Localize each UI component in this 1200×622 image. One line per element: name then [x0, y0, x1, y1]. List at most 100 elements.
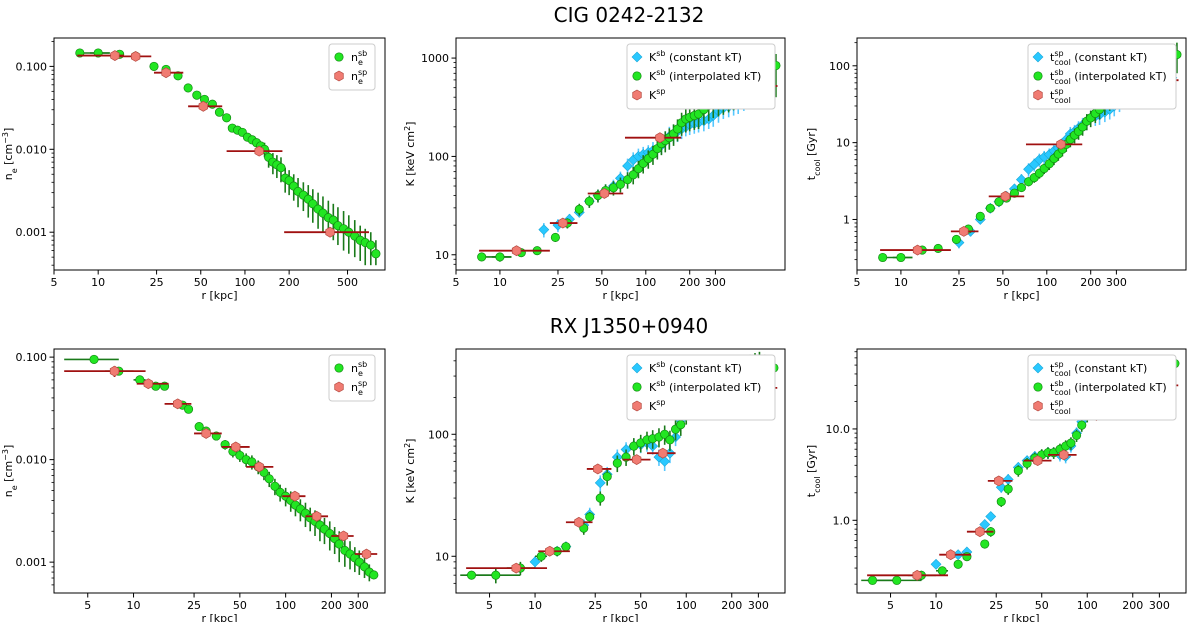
data-point-sb	[184, 404, 194, 414]
data-point-sb	[896, 252, 906, 263]
legend-label-sb: Ksb (interpolated kT)	[649, 379, 761, 394]
x-tick-label: 5	[51, 276, 58, 289]
legend-marker-sp	[1033, 400, 1043, 412]
series-sp-p1	[77, 50, 369, 238]
data-point-sp	[655, 132, 665, 144]
x-tick-label: 200	[721, 599, 742, 612]
axes-frame-p6	[856, 348, 1187, 594]
data-point-const	[529, 556, 541, 568]
data-point-const	[985, 511, 997, 522]
data-point-sb	[665, 435, 675, 445]
x-tick-label: 10	[493, 276, 507, 289]
legend-label-sp: tsp cool	[1050, 398, 1071, 416]
x-tick-label: 25	[551, 276, 565, 289]
x-tick-label: 100	[635, 276, 656, 289]
axes-frame-p4	[53, 348, 386, 594]
legend-marker-const	[631, 362, 643, 374]
legend-label-sb: nsb e	[351, 360, 367, 378]
legend-label-const: Ksb (constant kT)	[649, 49, 742, 64]
x-axis-label: r [kpc]	[1003, 612, 1039, 622]
data-point-sb	[222, 113, 232, 123]
legend-label-sp: Ksp	[649, 87, 665, 102]
data-point-sb	[937, 566, 947, 576]
y-tick-label: 0.100	[16, 351, 48, 364]
data-point-sb	[334, 539, 344, 549]
plot-area-p4	[64, 354, 379, 582]
data-point-sb	[574, 204, 584, 214]
legend-marker-const	[631, 51, 643, 63]
axes-frame-p1	[53, 37, 386, 271]
data-point-sp	[959, 225, 969, 237]
legend-label-sb: nsb e	[351, 49, 367, 67]
y-tick-label: 0.010	[16, 143, 48, 156]
panel-p1: 0.001 0.010 0.100 5 10 25 50 100 200 500 r [kpc] ne…	[1, 37, 386, 302]
data-point-sb	[270, 481, 280, 491]
x-tick-label: 300	[705, 276, 726, 289]
x-tick-label: 200	[279, 276, 300, 289]
panels: 0.001 0.010 0.100 5 10 25 50 100 200 500 r [kpc] ne…	[1, 37, 1187, 622]
data-point-sb	[595, 493, 605, 503]
legend-label-sp: tsp cool	[1050, 87, 1071, 105]
data-point-sb	[672, 124, 683, 134]
data-point-const	[1023, 163, 1034, 175]
legend-marker-sb	[334, 363, 344, 373]
data-point-sp	[599, 188, 610, 199]
y-tick-label: 1	[843, 213, 850, 226]
data-point-sb	[660, 429, 670, 439]
data-point-sb	[477, 252, 487, 262]
data-point-sp	[511, 245, 522, 257]
data-point-sp	[143, 378, 153, 390]
y-tick-label: 10	[836, 137, 850, 150]
data-point-sb	[933, 243, 943, 253]
y-axis-label: ne [cm−3]	[1, 128, 19, 181]
data-point-sb	[615, 179, 625, 189]
data-point-sp	[593, 463, 603, 475]
legend-marker-sb	[1033, 71, 1043, 81]
y-tick-label: 10	[435, 249, 449, 262]
data-point-sb	[1016, 183, 1026, 193]
legend-marker-sb	[632, 71, 642, 81]
x-tick-label: 200	[321, 599, 342, 612]
x-tick-label: 200	[1080, 276, 1101, 289]
y-axis-label: tcool [Gyr]	[805, 445, 822, 497]
data-point-sp	[1000, 190, 1011, 202]
legend-p3: tsp cool (constant kT)tsb cool (interpolat…	[1027, 43, 1177, 110]
axes-frame-p3	[856, 37, 1187, 271]
y-tick-label: 100	[428, 150, 449, 163]
x-tick-label: 5	[486, 599, 493, 612]
data-point-sb	[892, 575, 902, 585]
y-tick-label: 1000	[421, 52, 449, 65]
data-point-sb	[867, 575, 878, 585]
data-point-sb	[996, 497, 1006, 507]
x-tick-label: 5	[854, 276, 861, 289]
row-title-top: CIG 0242-2132	[554, 3, 705, 27]
data-point-sb	[491, 570, 501, 580]
panel-p6: 1.0 10.0 5 10 25 50 100 200 300 r [kpc] tcool [Gyr…	[805, 348, 1187, 622]
legend-marker-sb	[632, 382, 642, 392]
data-point-sp	[161, 67, 171, 79]
legend-marker-sb	[334, 52, 344, 62]
data-point-sb	[135, 375, 145, 385]
x-tick-label: 5	[84, 599, 91, 612]
data-point-sb	[536, 551, 546, 561]
data-point-sp	[198, 100, 208, 112]
data-point-const	[622, 160, 633, 172]
data-point-sp	[290, 490, 300, 502]
legend-marker-sp	[334, 381, 344, 393]
y-tick-label: 0.100	[16, 60, 48, 73]
data-point-const	[594, 477, 606, 489]
x-tick-label: 50	[233, 599, 247, 612]
y-axis-label: ne [cm−3]	[1, 445, 19, 498]
data-point-sb	[173, 71, 183, 81]
legend-p5: Ksb (constant kT) Ksb (interpolated kT) Ks…	[626, 354, 776, 421]
data-point-sb	[1009, 188, 1019, 198]
legend-label-sp: Ksp	[649, 398, 665, 413]
legend-marker-sp	[632, 400, 642, 412]
legend-marker-const	[1032, 362, 1044, 374]
data-point-const	[930, 558, 942, 570]
x-tick-label: 5	[453, 276, 460, 289]
panel-p4: 0.001 0.010 0.100 5 10 25 50 100 200 300 r [kpc] ne…	[1, 348, 386, 622]
x-tick-label: 50	[1035, 599, 1049, 612]
legend-label-sb: tsb cool (interpolated kT)	[1050, 68, 1167, 86]
